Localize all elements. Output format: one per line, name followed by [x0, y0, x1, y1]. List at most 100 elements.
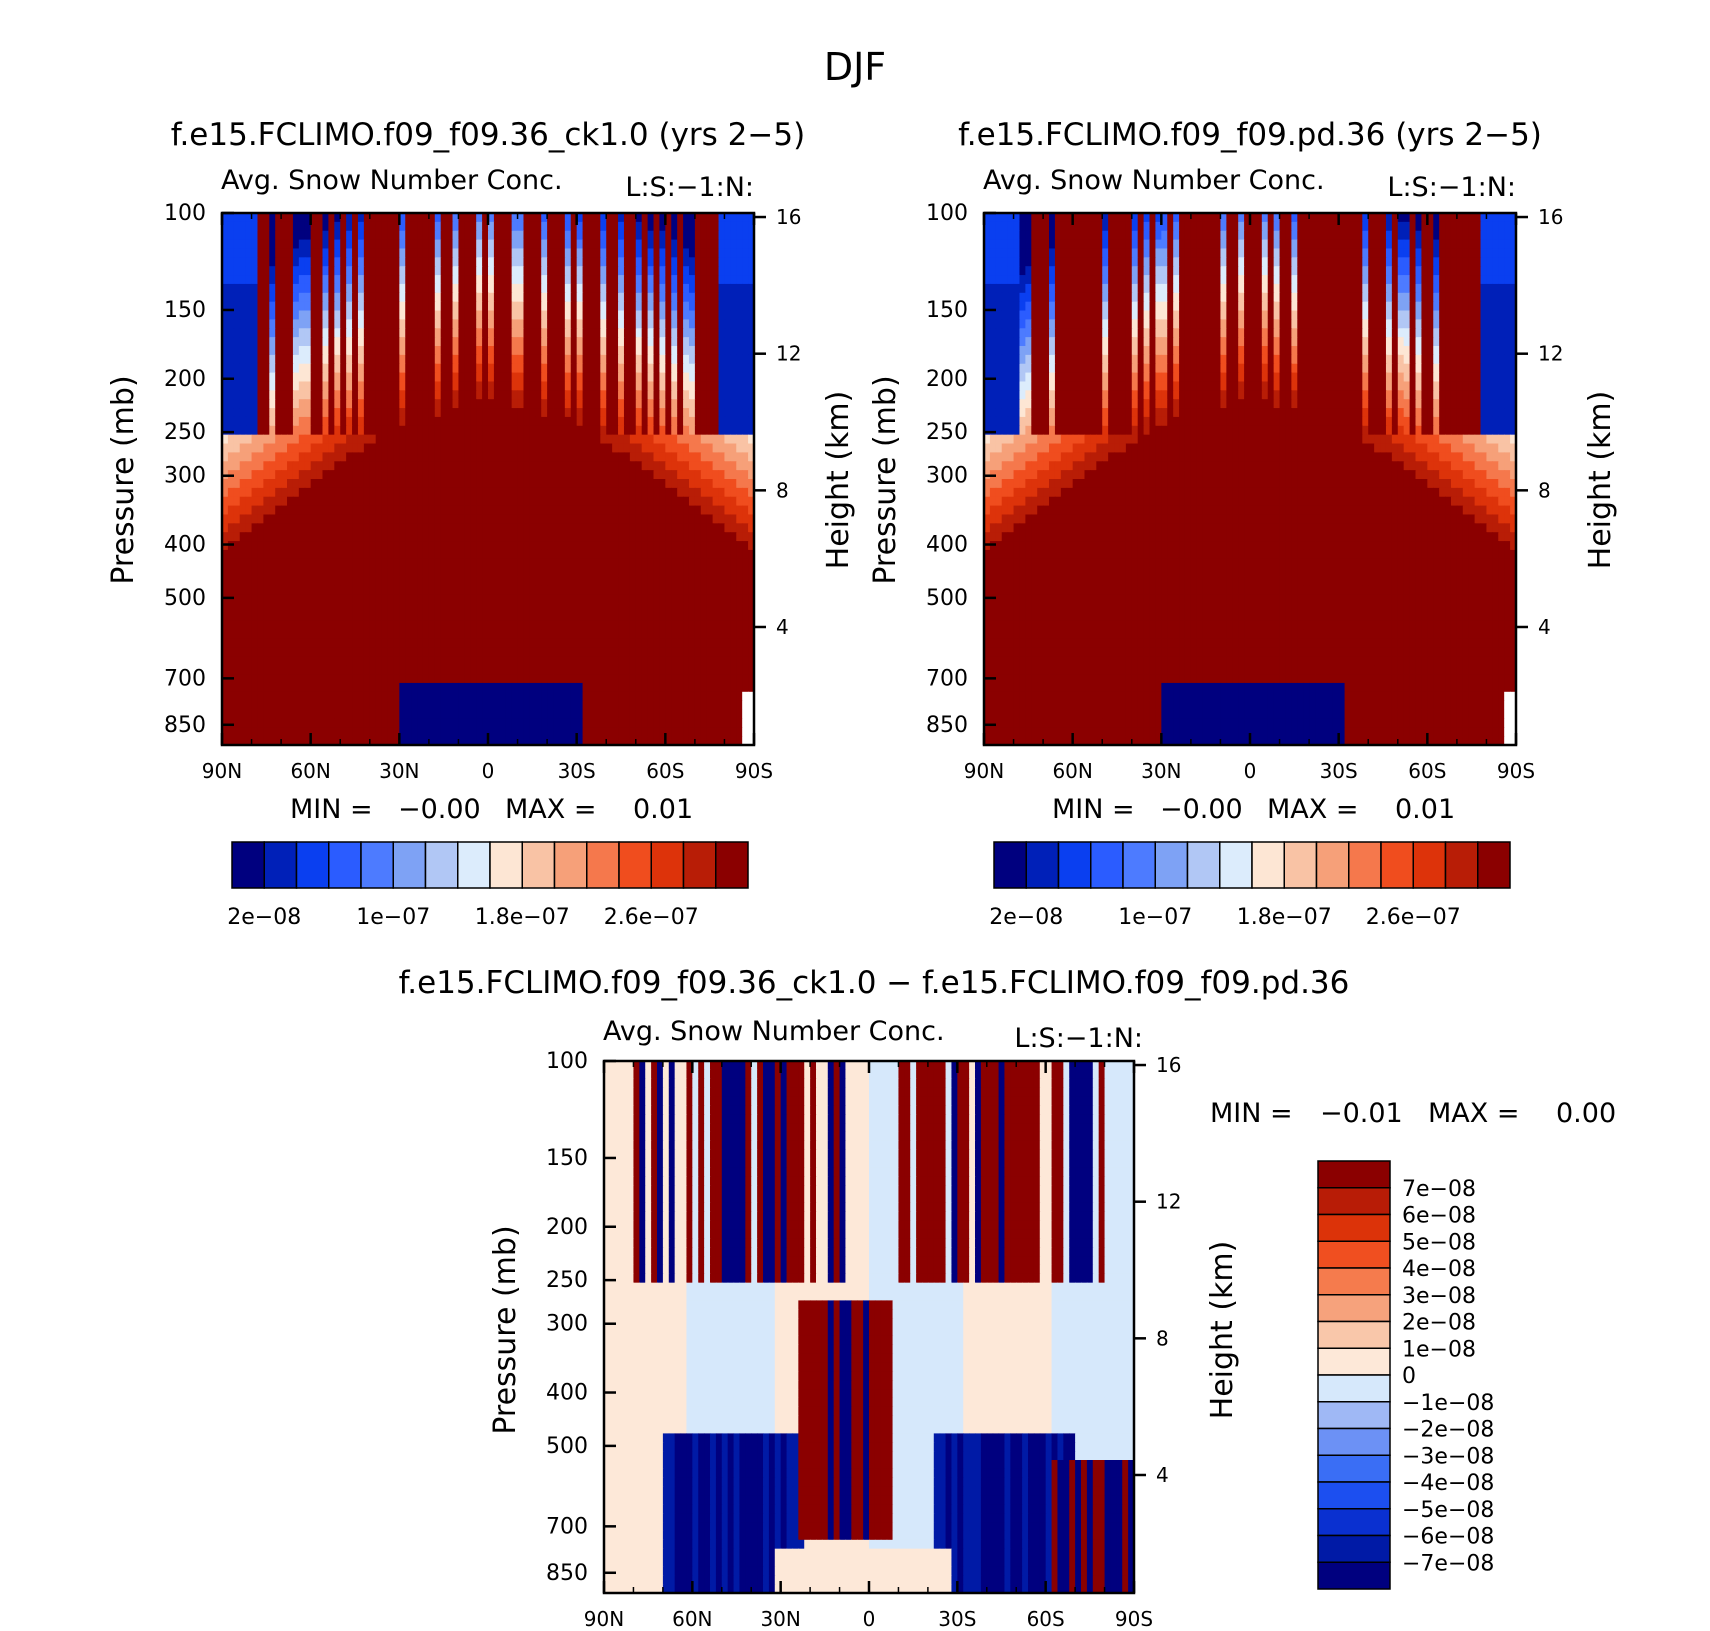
contour-cell	[712, 496, 720, 507]
contour-cell	[582, 514, 590, 524]
contour-cell	[677, 292, 684, 303]
contour-cell	[641, 558, 649, 569]
contour-cell	[547, 691, 554, 702]
contour-cell	[600, 505, 607, 516]
contour-cell	[304, 301, 312, 312]
contour-cell	[647, 257, 655, 267]
contour-cell	[641, 523, 649, 533]
contour-cell	[340, 301, 347, 312]
contour-cell	[748, 408, 755, 418]
contour-cell	[564, 337, 572, 347]
contour-cell	[399, 479, 406, 489]
contour-cell	[281, 576, 288, 586]
contour-cell	[618, 266, 625, 276]
contour-cell	[292, 443, 300, 453]
contour-cell	[375, 354, 383, 365]
contour-cell	[399, 381, 406, 391]
contour-cell	[564, 443, 572, 453]
contour-cell	[304, 620, 312, 631]
contour-cell	[558, 594, 566, 604]
contour-cell	[482, 275, 489, 285]
contour-cell	[363, 585, 371, 595]
contour-cell	[322, 354, 329, 365]
contour-cell	[547, 576, 554, 586]
contour-cell	[482, 594, 489, 604]
contour-cell	[292, 576, 300, 586]
contour-cell	[310, 381, 318, 391]
contour-cell	[381, 221, 389, 232]
contour-cell	[452, 328, 460, 338]
contour-cell	[476, 408, 483, 418]
contour-cell	[434, 363, 442, 374]
contour-cell	[653, 372, 661, 383]
contour-cell	[363, 257, 371, 267]
contour-cell	[612, 310, 619, 320]
contour-cell	[227, 408, 235, 418]
contour-cell	[706, 620, 714, 631]
contour-cell	[405, 470, 412, 480]
contour-cell	[399, 487, 406, 498]
contour-cell	[541, 674, 548, 684]
contour-cell	[322, 372, 329, 383]
contour-cell	[576, 363, 584, 374]
contour-cell	[523, 487, 530, 498]
contour-cell	[381, 647, 389, 657]
contour-cell	[659, 292, 666, 303]
contour-cell	[357, 691, 365, 702]
contour-cell	[428, 629, 436, 640]
contour-cell	[718, 283, 726, 294]
contour-cell	[251, 461, 259, 471]
contour-cell	[724, 230, 731, 241]
contour-cell	[606, 567, 613, 578]
contour-cell	[582, 541, 590, 551]
contour-cell	[464, 328, 471, 338]
contour-cell	[712, 346, 720, 356]
contour-cell	[535, 408, 542, 418]
contour-cell	[251, 514, 259, 524]
contour-cell	[251, 585, 259, 595]
contour-cell	[405, 328, 412, 338]
contour-cell	[618, 532, 625, 542]
contour-cell	[292, 381, 300, 391]
contour-cell	[529, 665, 536, 675]
contour-cell	[399, 425, 406, 436]
contour-cell	[742, 408, 749, 418]
contour-cell	[499, 496, 507, 507]
contour-cell	[677, 248, 684, 258]
contour-cell	[482, 239, 489, 250]
contour-cell	[328, 700, 335, 711]
contour-cell	[316, 425, 324, 436]
contour-cell	[505, 691, 513, 702]
contour-cell	[328, 399, 335, 409]
contour-cell	[476, 221, 483, 232]
contour-cell	[623, 354, 631, 365]
contour-cell	[393, 461, 400, 471]
contour-cell	[269, 363, 276, 374]
contour-cell	[730, 541, 737, 551]
contour-cell	[529, 221, 536, 232]
contour-cell	[482, 612, 489, 622]
contour-cell	[606, 558, 613, 569]
contour-cell	[428, 257, 436, 267]
contour-cell	[346, 656, 353, 666]
contour-cell	[363, 567, 371, 578]
contour-cell	[588, 239, 595, 250]
contour-cell	[493, 452, 501, 462]
contour-cell	[381, 470, 389, 480]
contour-cell	[464, 452, 471, 462]
contour-cell	[381, 612, 389, 622]
contour-cell	[558, 470, 566, 480]
contour-cell	[748, 372, 755, 383]
contour-cell	[434, 213, 442, 223]
contour-cell	[683, 496, 690, 507]
contour-cell	[257, 354, 264, 365]
contour-cell	[227, 541, 235, 551]
contour-cell	[499, 505, 507, 516]
contour-cell	[287, 416, 294, 427]
contour-cell	[263, 275, 270, 285]
contour-cell	[263, 416, 270, 427]
contour-cell	[748, 496, 755, 507]
contour-cell	[700, 549, 708, 560]
contour-cell	[393, 585, 400, 595]
contour-cell	[618, 381, 625, 391]
